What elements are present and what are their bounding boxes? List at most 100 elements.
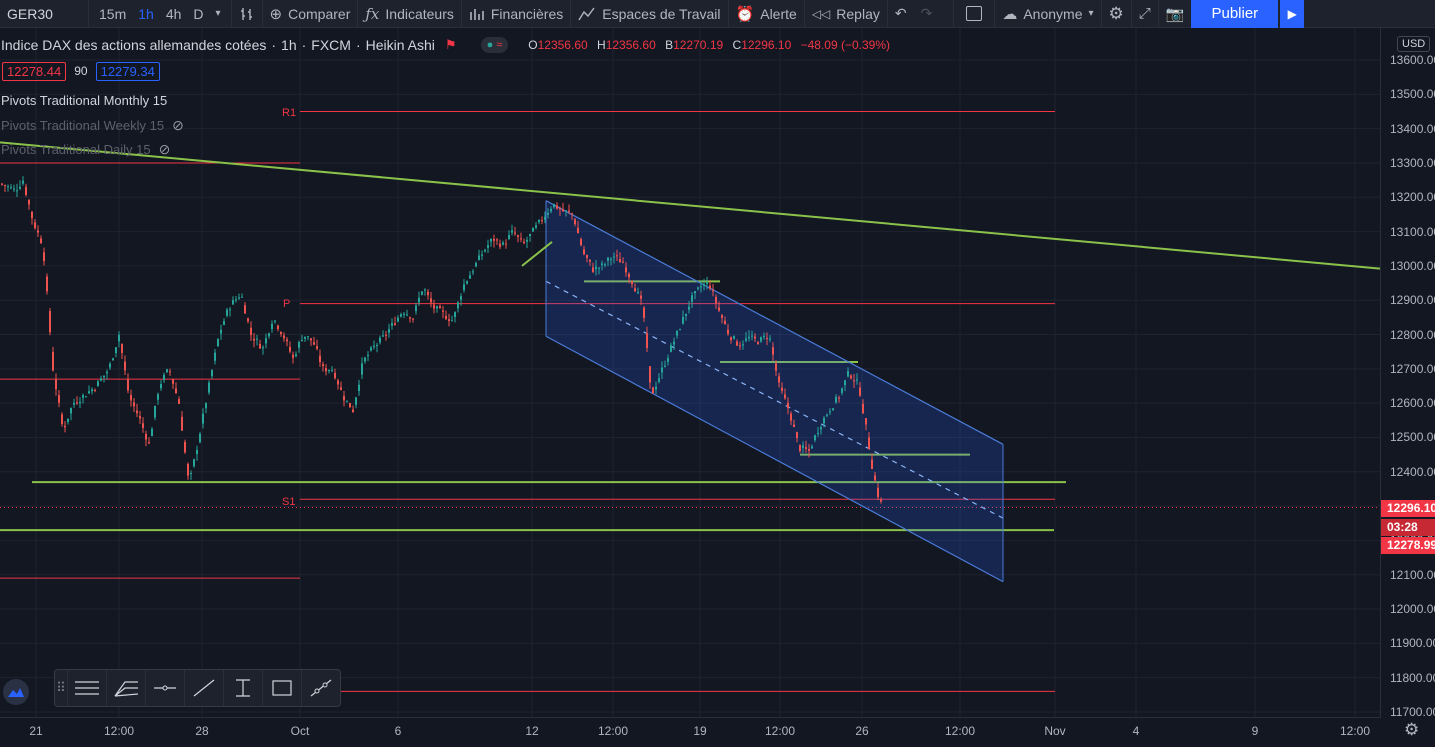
extended-line-tool[interactable] bbox=[301, 670, 340, 706]
candle-up bbox=[367, 355, 369, 357]
candle-up bbox=[676, 330, 678, 336]
rectangle-tool[interactable] bbox=[262, 670, 301, 706]
indicator-pivots-daily[interactable]: Pivots Traditional Daily 15 ⊘ bbox=[1, 141, 170, 158]
candle-down bbox=[343, 396, 345, 401]
time-tick-label: 12:00 bbox=[764, 724, 796, 738]
candle-down bbox=[754, 336, 756, 339]
candle-up bbox=[370, 347, 372, 351]
candle-up bbox=[814, 435, 816, 441]
candle-up bbox=[478, 255, 480, 261]
time-axis[interactable]: 21 12:00 28 Oct 6 12 12:00 19 12:00 26 12:00 Nov 4 9 1… bbox=[0, 717, 1380, 747]
buy-price-button[interactable]: 12279.34 bbox=[95, 61, 160, 81]
candle-up bbox=[685, 313, 687, 316]
price-chart[interactable] bbox=[0, 28, 1380, 717]
market-status-badge[interactable]: ● ≈ bbox=[480, 37, 509, 53]
timeframe-4h[interactable]: 4h bbox=[165, 5, 182, 22]
chart-type-button[interactable] bbox=[232, 0, 262, 28]
timeframe-1h[interactable]: 1h bbox=[138, 5, 154, 22]
horizontal-ray-tool[interactable] bbox=[145, 670, 184, 706]
timeframe-d[interactable]: D bbox=[193, 5, 204, 22]
sell-price-button[interactable]: 12278.44 bbox=[2, 61, 67, 81]
candle-up bbox=[763, 335, 765, 337]
financials-button[interactable]: Financières bbox=[462, 0, 570, 28]
indicators-button[interactable]: ƒx Indicateurs bbox=[358, 0, 461, 28]
fullscreen-button[interactable]: ⤢ bbox=[1132, 0, 1158, 28]
candle-down bbox=[850, 375, 852, 379]
expand-icon: ⤢ bbox=[1138, 5, 1151, 22]
ohlc-values: O12356.60 H12356.60 B12270.19 C12296.10 … bbox=[528, 38, 890, 52]
workspaces-label: Espaces de Travail bbox=[602, 5, 721, 22]
low-value: 12270.19 bbox=[673, 38, 724, 52]
candle-down bbox=[541, 220, 543, 222]
candle-down bbox=[712, 290, 714, 292]
trend-line-tool[interactable] bbox=[184, 670, 223, 706]
indicator-pivots-monthly[interactable]: Pivots Traditional Monthly 15 bbox=[1, 93, 167, 108]
horizontal-lines-tool[interactable] bbox=[67, 670, 106, 706]
time-tick-label: Nov bbox=[1044, 724, 1066, 738]
snapshot-button[interactable]: 📷 bbox=[1159, 0, 1192, 28]
indicator-pivots-weekly[interactable]: Pivots Traditional Weekly 15 ⊘ bbox=[1, 117, 184, 134]
top-toolbar: GER30 15m 1h 4h D ▾ ⊕ Comparer ƒx Indica… bbox=[0, 0, 1435, 28]
layout-name-button[interactable]: ☁ Anonyme ▾ bbox=[995, 0, 1100, 28]
candle-down bbox=[724, 320, 726, 325]
chart-settings-gear-icon[interactable]: ⚙ bbox=[1404, 720, 1420, 739]
candle-down bbox=[643, 307, 645, 318]
candle-down bbox=[727, 329, 729, 334]
fullscreen-toggle[interactable] bbox=[954, 0, 994, 28]
indicator-label: Pivots Traditional Daily 15 bbox=[1, 142, 151, 157]
eye-off-icon[interactable]: ⊘ bbox=[172, 117, 184, 133]
candle-up bbox=[160, 384, 162, 389]
candle-up bbox=[460, 296, 462, 300]
candle-up bbox=[511, 230, 513, 233]
undo-button[interactable]: ↶ bbox=[888, 0, 914, 28]
candle-down bbox=[385, 334, 387, 336]
candle-down bbox=[868, 437, 870, 450]
candle-down bbox=[787, 402, 789, 408]
candle-up bbox=[844, 380, 846, 386]
symbol-search[interactable]: GER30 bbox=[0, 0, 88, 28]
candle-down bbox=[775, 363, 777, 371]
candle-down bbox=[187, 463, 189, 476]
redo-button[interactable]: ↷ bbox=[914, 0, 940, 28]
eye-off-icon[interactable]: ⊘ bbox=[158, 141, 171, 157]
candle-up bbox=[697, 287, 699, 289]
candle-up bbox=[598, 267, 600, 269]
candle-up bbox=[109, 363, 111, 368]
candle-down bbox=[628, 273, 630, 278]
drawing-toolbar: ⠿ bbox=[54, 669, 341, 707]
publish-menu-button[interactable]: ▶ bbox=[1280, 0, 1305, 28]
workspaces-button[interactable]: Espaces de Travail bbox=[571, 0, 727, 28]
candle-up bbox=[547, 212, 549, 215]
candle-up bbox=[451, 320, 453, 322]
candle-down bbox=[880, 499, 882, 502]
compare-button[interactable]: ⊕ Comparer bbox=[263, 0, 358, 28]
tradingview-logo-icon[interactable] bbox=[3, 679, 29, 705]
timeframe-dropdown-icon[interactable]: ▾ bbox=[215, 8, 221, 19]
low-label: B bbox=[665, 38, 674, 52]
candle-up bbox=[157, 394, 159, 400]
time-tick-label: Oct bbox=[290, 724, 310, 738]
bar-chart-icon bbox=[240, 7, 252, 20]
flag-icon[interactable]: ⚑ bbox=[444, 37, 457, 52]
candle-up bbox=[88, 391, 90, 394]
pitchfork-tool[interactable] bbox=[106, 670, 145, 706]
candle-up bbox=[832, 408, 834, 411]
candle-up bbox=[694, 291, 696, 294]
replay-button[interactable]: ◁◁ Replay bbox=[805, 0, 887, 28]
timeframe-15m[interactable]: 15m bbox=[99, 5, 127, 22]
change-value: −48.09 (−0.39%) bbox=[800, 38, 890, 52]
candle-down bbox=[130, 395, 132, 401]
publish-button[interactable]: Publier bbox=[1191, 0, 1279, 28]
candle-down bbox=[40, 238, 42, 244]
price-range-tool[interactable] bbox=[223, 670, 262, 706]
candle-down bbox=[94, 389, 96, 391]
time-tick-label: 12:00 bbox=[944, 724, 976, 738]
candle-up bbox=[364, 357, 366, 362]
alert-button[interactable]: ⏰ Alerte bbox=[729, 0, 804, 28]
symbol-legend-row[interactable]: Indice DAX des actions allemandes cotées… bbox=[0, 36, 890, 54]
price-axis[interactable]: 13600.00 13500.00 13400.00 13300.00 13200.00… bbox=[1380, 28, 1435, 719]
settings-button[interactable]: ⚙ bbox=[1102, 0, 1131, 28]
currency-badge[interactable]: USD bbox=[1397, 36, 1431, 52]
drag-handle-icon[interactable]: ⠿ bbox=[56, 680, 66, 695]
toolbar-divider bbox=[727, 0, 729, 28]
